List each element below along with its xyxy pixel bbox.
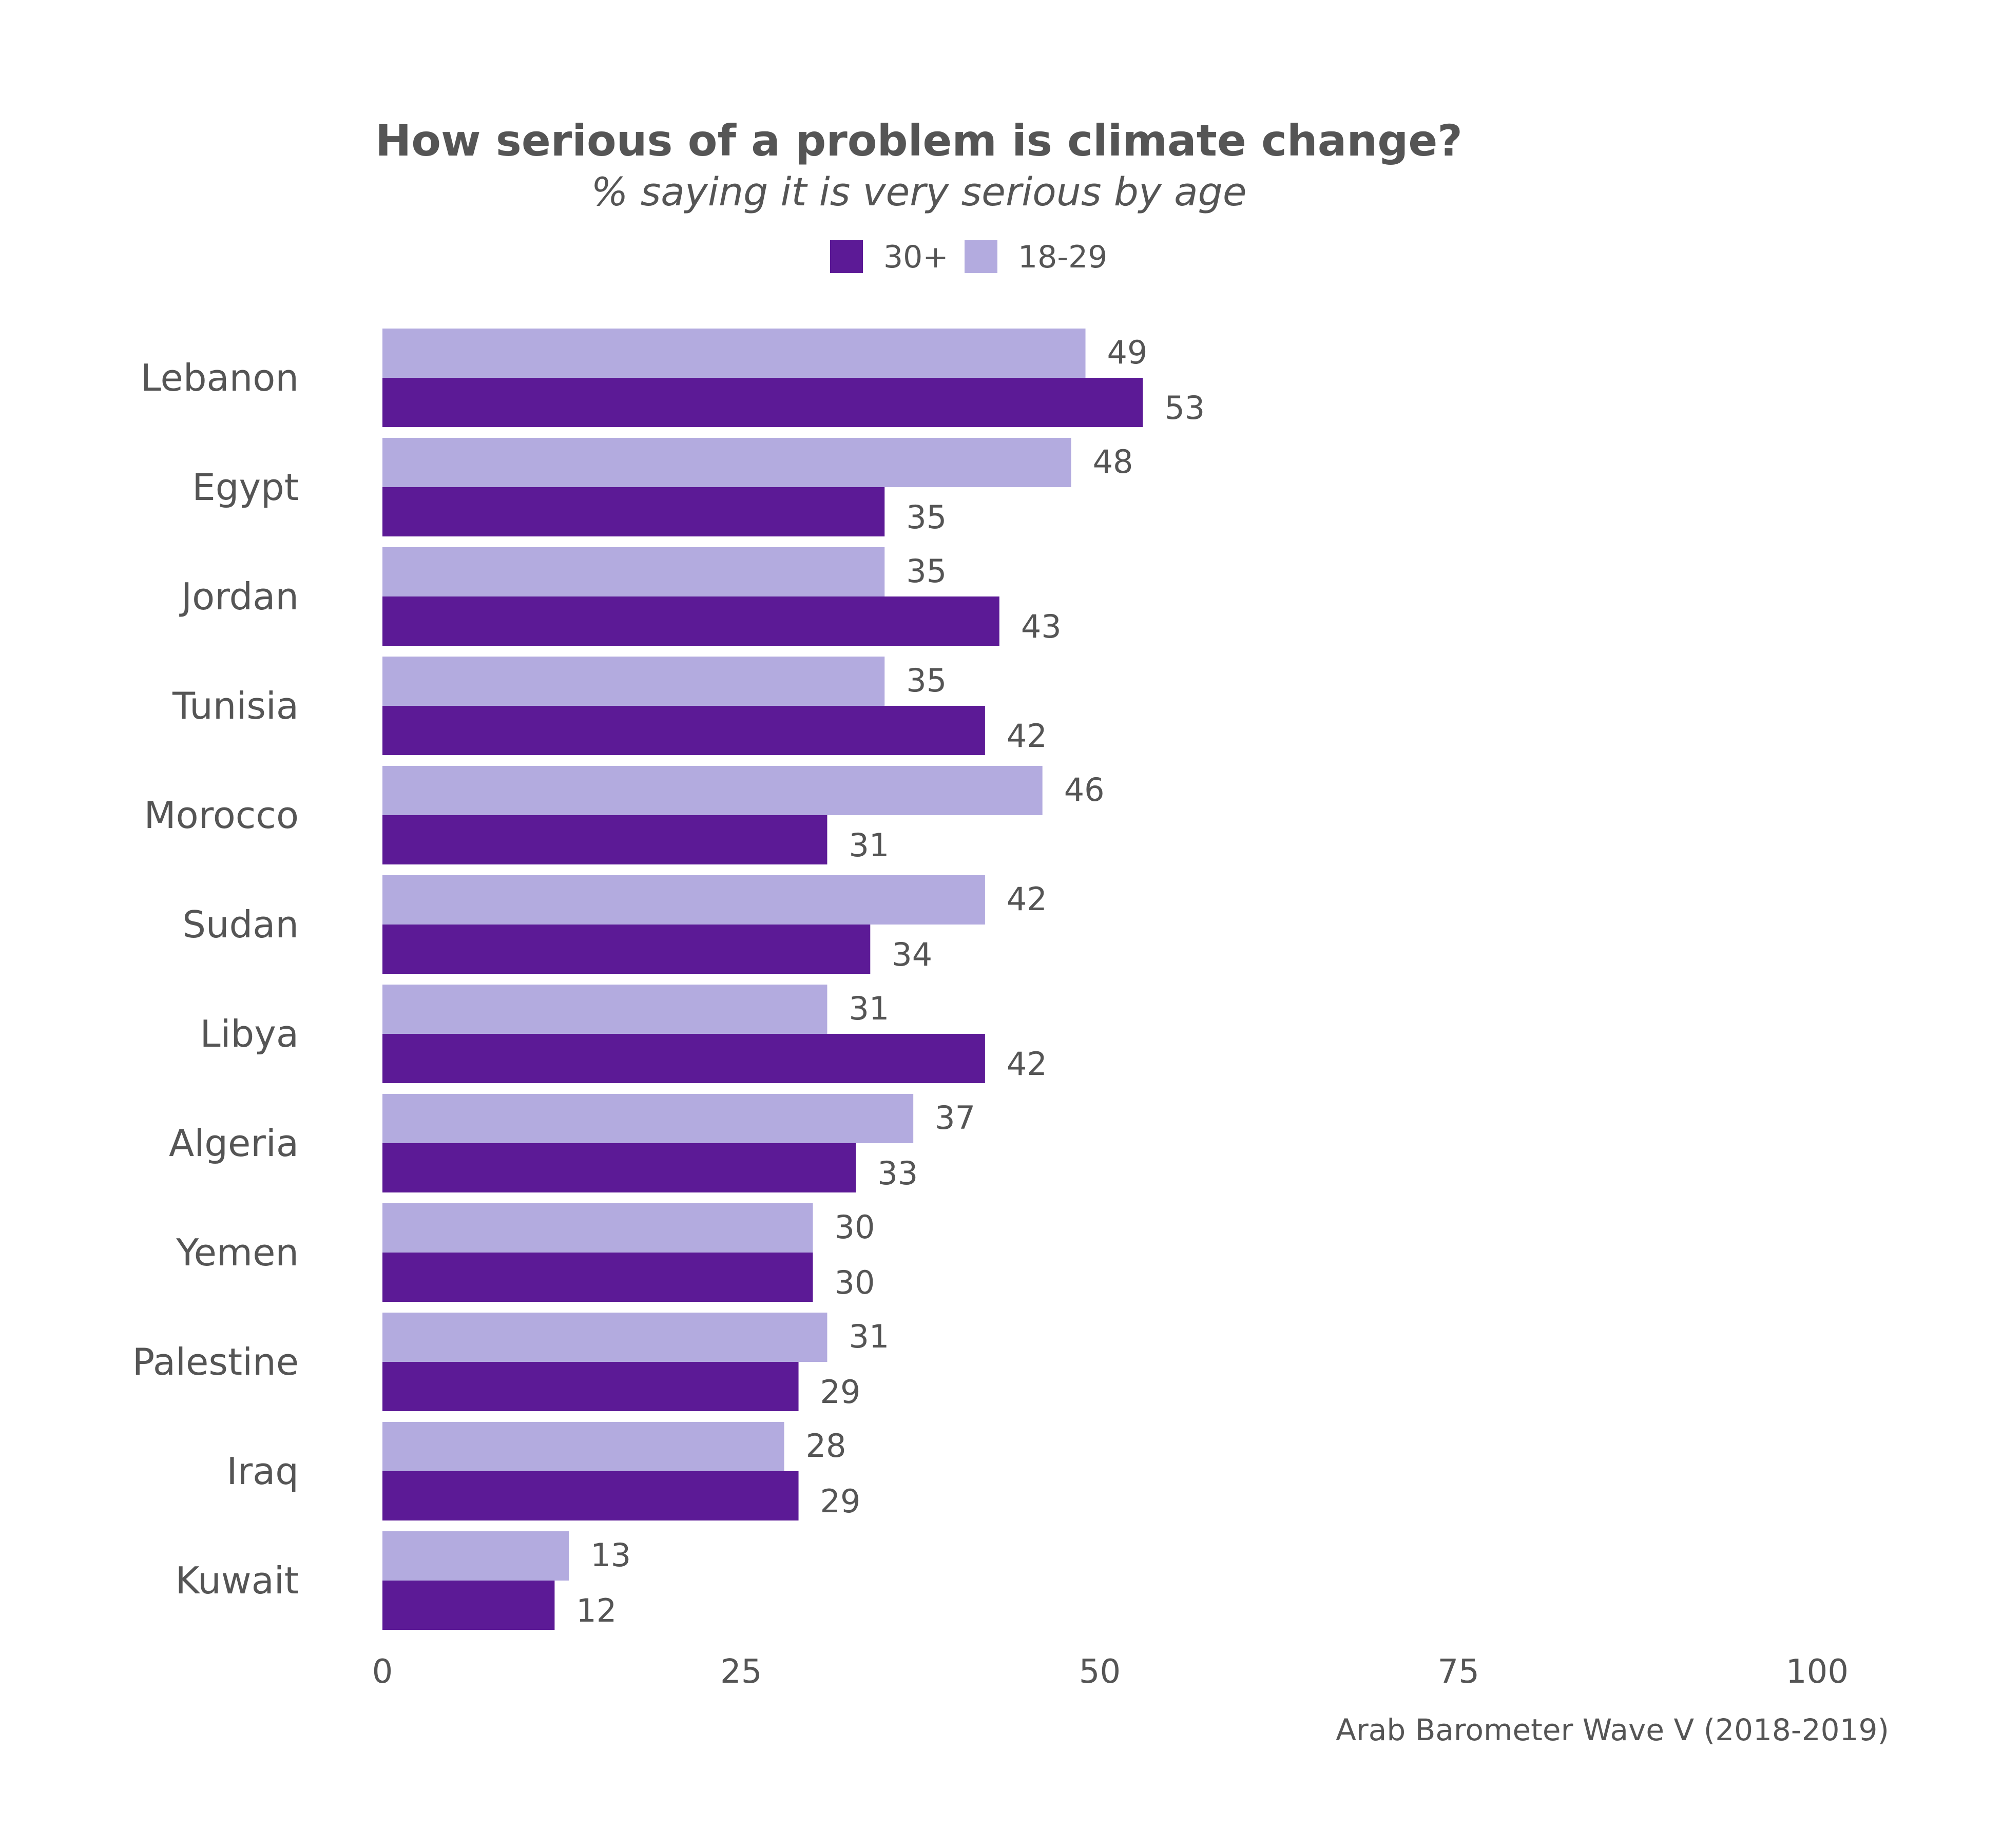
bar-sudan-18-29 [382, 875, 985, 925]
value-label-yemen-18-29: 30 [835, 1208, 875, 1246]
legend-swatch-30 [830, 240, 863, 273]
bar-yemen-18-29 [382, 1203, 813, 1253]
category-label-algeria: Algeria [169, 1122, 299, 1165]
chart-caption: Arab Barometer Wave V (2018-2019) [1336, 1712, 1889, 1747]
value-label-sudan-18-29: 42 [1007, 880, 1047, 918]
value-label-lebanon-30: 53 [1164, 389, 1205, 427]
category-label-lebanon: Lebanon [141, 356, 299, 399]
bar-lebanon-30 [382, 378, 1143, 427]
value-label-sudan-30: 34 [892, 936, 932, 973]
category-label-egypt: Egypt [192, 466, 299, 509]
legend-label-30: 30+ [883, 239, 949, 275]
value-label-libya-18-29: 31 [849, 990, 889, 1027]
bar-iraq-30 [382, 1471, 799, 1520]
legend: 30+ 18-29 [830, 239, 1107, 275]
x-tick-label-75: 75 [1438, 1653, 1479, 1691]
category-label-yemen: Yemen [176, 1231, 299, 1274]
bar-jordan-30 [382, 596, 999, 646]
bar-palestine-30 [382, 1362, 799, 1411]
category-label-sudan: Sudan [182, 903, 299, 946]
x-tick-label-100: 100 [1786, 1653, 1849, 1691]
bar-tunisia-18-29 [382, 657, 885, 706]
bar-yemen-30 [382, 1253, 813, 1302]
value-label-tunisia-18-29: 35 [906, 662, 947, 699]
chart-title: How serious of a problem is climate chan… [375, 116, 1462, 166]
category-label-morocco: Morocco [144, 794, 299, 837]
bar-iraq-18-29 [382, 1422, 784, 1471]
bar-kuwait-18-29 [382, 1531, 569, 1581]
bar-morocco-18-29 [382, 766, 1043, 815]
value-label-libya-30: 42 [1007, 1045, 1047, 1083]
bar-lebanon-18-29 [382, 329, 1086, 378]
legend-label-18-29: 18-29 [1018, 239, 1107, 275]
value-label-lebanon-18-29: 49 [1107, 334, 1148, 371]
value-label-egypt-30: 35 [906, 498, 947, 536]
bar-algeria-30 [382, 1143, 856, 1192]
x-axis-ticks: 0 25 50 75 100 [372, 1653, 1849, 1691]
legend-swatch-18-29 [965, 240, 997, 273]
chart-subtitle: % saying it is very serious by age [591, 169, 1246, 215]
value-label-iraq-30: 29 [820, 1483, 861, 1520]
value-label-algeria-18-29: 37 [935, 1099, 975, 1137]
category-label-libya: Libya [200, 1012, 299, 1055]
bar-libya-30 [382, 1034, 985, 1083]
category-label-iraq: Iraq [226, 1450, 299, 1493]
bar-jordan-18-29 [382, 547, 885, 596]
value-label-kuwait-30: 12 [576, 1592, 617, 1629]
category-label-jordan: Jordan [179, 575, 299, 618]
value-label-kuwait-18-29: 13 [590, 1536, 631, 1574]
bar-algeria-18-29 [382, 1094, 914, 1143]
bar-tunisia-30 [382, 706, 985, 755]
value-label-morocco-30: 31 [849, 826, 889, 864]
value-label-iraq-18-29: 28 [806, 1427, 846, 1465]
category-labels-group: Lebanon Egypt Jordan Tunisia Morocco Sudan Lib… [132, 356, 299, 1602]
value-label-egypt-18-29: 48 [1093, 443, 1133, 480]
value-label-palestine-30: 29 [820, 1373, 861, 1411]
value-label-yemen-30: 30 [835, 1264, 875, 1301]
x-tick-label-50: 50 [1079, 1653, 1121, 1691]
value-label-jordan-30: 43 [1021, 608, 1062, 645]
bar-kuwait-30 [382, 1581, 555, 1630]
value-label-jordan-18-29: 35 [906, 552, 947, 590]
bar-libya-18-29 [382, 985, 827, 1034]
value-label-morocco-18-29: 46 [1064, 771, 1105, 808]
x-tick-label-0: 0 [372, 1653, 393, 1691]
x-tick-label-25: 25 [720, 1653, 762, 1691]
bar-egypt-18-29 [382, 438, 1071, 487]
category-label-palestine: Palestine [132, 1340, 299, 1383]
bar-egypt-30 [382, 487, 885, 536]
value-label-tunisia-30: 42 [1007, 717, 1047, 755]
category-label-kuwait: Kuwait [175, 1559, 299, 1602]
category-label-tunisia: Tunisia [172, 684, 299, 727]
value-label-algeria-30: 33 [877, 1154, 918, 1192]
value-labels-group: 4953483535433542463142343142373330303129… [576, 334, 1205, 1629]
value-label-palestine-18-29: 31 [849, 1318, 889, 1355]
bar-sudan-30 [382, 925, 871, 974]
bar-palestine-18-29 [382, 1313, 827, 1362]
bars-group [382, 329, 1143, 1630]
bar-morocco-30 [382, 815, 827, 864]
